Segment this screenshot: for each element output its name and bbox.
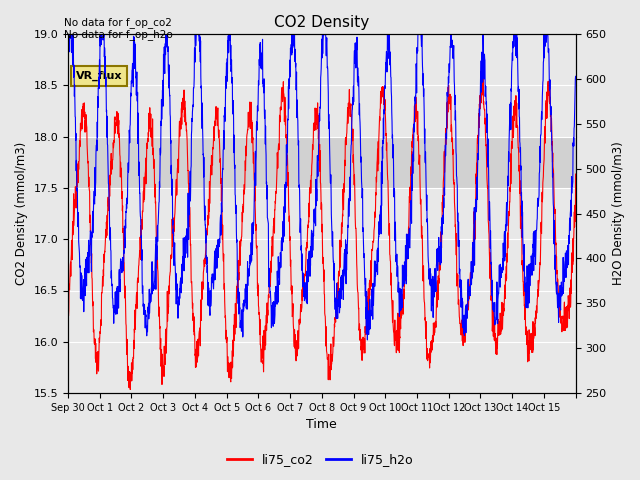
Y-axis label: H2O Density (mmol/m3): H2O Density (mmol/m3)	[612, 142, 625, 286]
Bar	[68, 137, 575, 188]
Title: CO2 Density: CO2 Density	[274, 15, 369, 30]
Legend: li75_co2, li75_h2o: li75_co2, li75_h2o	[221, 448, 419, 471]
Y-axis label: CO2 Density (mmol/m3): CO2 Density (mmol/m3)	[15, 142, 28, 285]
X-axis label: Time: Time	[307, 419, 337, 432]
Text: No data for f_op_h2o: No data for f_op_h2o	[64, 29, 173, 40]
Text: No data for f_op_co2: No data for f_op_co2	[64, 17, 172, 28]
Text: VR_flux: VR_flux	[76, 71, 122, 81]
